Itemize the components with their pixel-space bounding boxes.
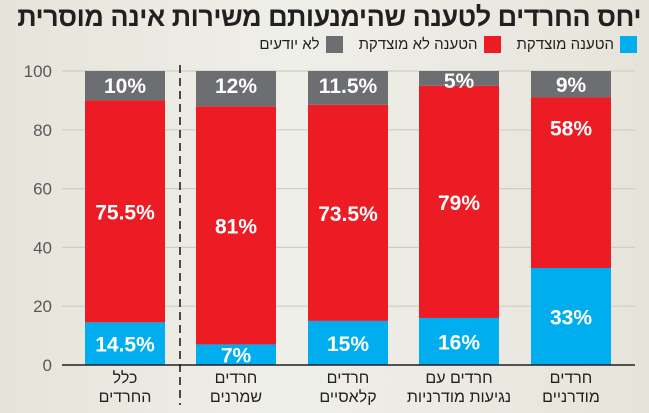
category-label: חרדים: [327, 370, 370, 387]
category-label: קלאסיים: [319, 388, 376, 406]
y-tick-label: 60: [33, 180, 52, 199]
bar-value-label: 12%: [215, 75, 257, 98]
chart-legend: הטענה מוצדקת הטענה לא מוצדקת לא יודעים: [243, 36, 637, 53]
bar-value-label: 75.5%: [95, 201, 155, 224]
bar-value-label: 73.5%: [318, 203, 378, 226]
y-tick-label: 100: [24, 62, 52, 81]
bar-segment: [196, 71, 276, 107]
bar-value-label: 14.5%: [95, 334, 155, 357]
category-label: החרדים: [99, 389, 152, 406]
legend-swatch-dont-know: [325, 36, 343, 53]
bar-segment: [419, 317, 499, 365]
bar-segment: [419, 85, 499, 318]
bar-value-label: 58%: [550, 117, 592, 140]
category-label: שמרנים: [210, 389, 262, 406]
bar-value-label: 15%: [327, 333, 369, 356]
y-tick-label: 20: [33, 297, 52, 316]
legend-label-unjustified: הטענה לא מוצדקת: [358, 36, 478, 53]
bar-value-label: 81%: [215, 215, 257, 238]
bar-value-label: 33%: [550, 306, 592, 329]
bar-value-label: 79%: [438, 192, 480, 215]
bar-segment: [531, 71, 611, 98]
category-label: חרדים: [550, 370, 593, 387]
bar-value-label: 9%: [556, 74, 587, 97]
category-label: מודרניים: [542, 389, 600, 406]
legend-item-dont-know: לא יודעים: [259, 36, 343, 53]
category-label: חרדים: [215, 370, 258, 387]
bar-value-label: 16%: [438, 331, 480, 354]
legend-swatch-unjustified: [483, 36, 501, 53]
y-tick-label: 0: [43, 356, 52, 375]
legend-label-dont-know: לא יודעים: [259, 36, 320, 53]
bar-segment: [419, 71, 499, 86]
bar-segment: [196, 344, 276, 365]
bar-value-label: 5%: [444, 70, 475, 93]
bar-segment: [85, 71, 165, 101]
category-label: חרדים עם: [425, 370, 492, 387]
bar-segment: [531, 97, 611, 268]
bar-value-label: 7%: [221, 345, 252, 368]
category-label: כלל: [113, 369, 138, 387]
bar-segment: [196, 106, 276, 345]
bar-segment: [531, 267, 611, 365]
legend-swatch-justified: [620, 36, 637, 53]
category-label: נגיעות מודרניות: [407, 389, 511, 406]
legend-item-unjustified: הטענה לא מוצדקת: [359, 36, 501, 53]
bar-segment: [308, 104, 388, 321]
legend-item-justified: הטענה מוצדקת: [517, 36, 637, 53]
bar-segment: [85, 322, 165, 365]
y-tick-label: 40: [33, 238, 52, 257]
bar-value-label: 11.5%: [319, 75, 378, 98]
legend-label-justified: הטענה מוצדקת: [516, 36, 614, 53]
y-tick-label: 80: [33, 121, 52, 140]
bar-segment: [308, 320, 388, 365]
bar-segment: [85, 100, 165, 323]
bar-segment: [308, 71, 388, 105]
bar-value-label: 10%: [104, 75, 146, 98]
chart-title: יחס החרדים לטענה שהימנעותם משירות אינה מ…: [17, 2, 641, 32]
